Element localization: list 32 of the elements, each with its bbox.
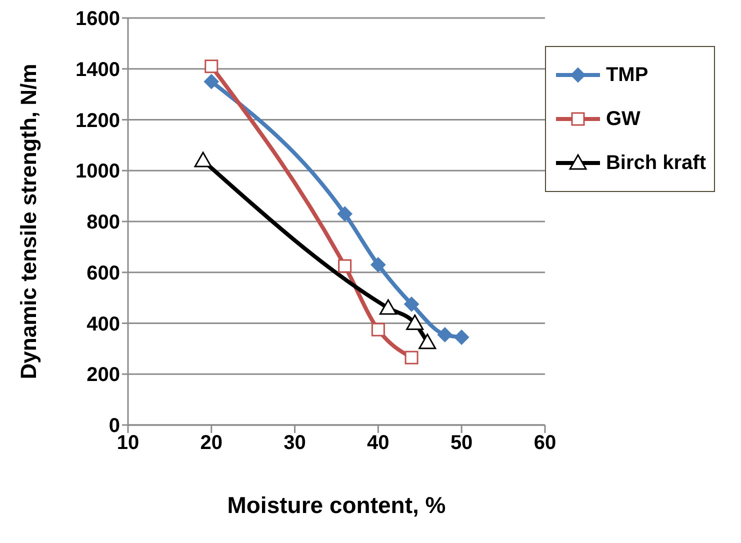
y-tick-label: 1600 (76, 8, 120, 30)
point (371, 322, 385, 336)
point (379, 299, 397, 315)
legend-label: TMP (606, 64, 648, 86)
x-tick-label: 50 (450, 432, 473, 454)
y-tick-label: 800 (86, 212, 120, 234)
y-tick-label: 1000 (76, 160, 120, 183)
point (338, 259, 352, 273)
point (404, 350, 418, 364)
point (404, 296, 420, 312)
point (437, 327, 452, 342)
legend-label: GW (606, 108, 640, 130)
y-tick-label: 200 (86, 364, 120, 386)
point (337, 206, 352, 222)
y-tick-label: 1200 (76, 110, 120, 132)
y-tick-label: 1400 (76, 58, 120, 81)
legend-label: Birch kraft (606, 152, 706, 174)
point (370, 257, 386, 272)
x-tick-label: 40 (367, 432, 390, 454)
point (194, 152, 212, 168)
point (406, 314, 424, 330)
y-tick-label: 600 (86, 262, 120, 284)
x-tick-label: 60 (534, 432, 556, 454)
point (454, 330, 470, 345)
point (418, 334, 436, 350)
point (204, 60, 218, 74)
y-tick-label: 400 (86, 313, 120, 336)
x-tick-label: 30 (284, 432, 306, 454)
x-tick-label: 20 (200, 432, 223, 454)
point (204, 74, 219, 90)
y-axis-title: Dynamic tensile strength, N/m (16, 64, 41, 380)
x-axis-title: Moisture content, % (227, 492, 446, 518)
